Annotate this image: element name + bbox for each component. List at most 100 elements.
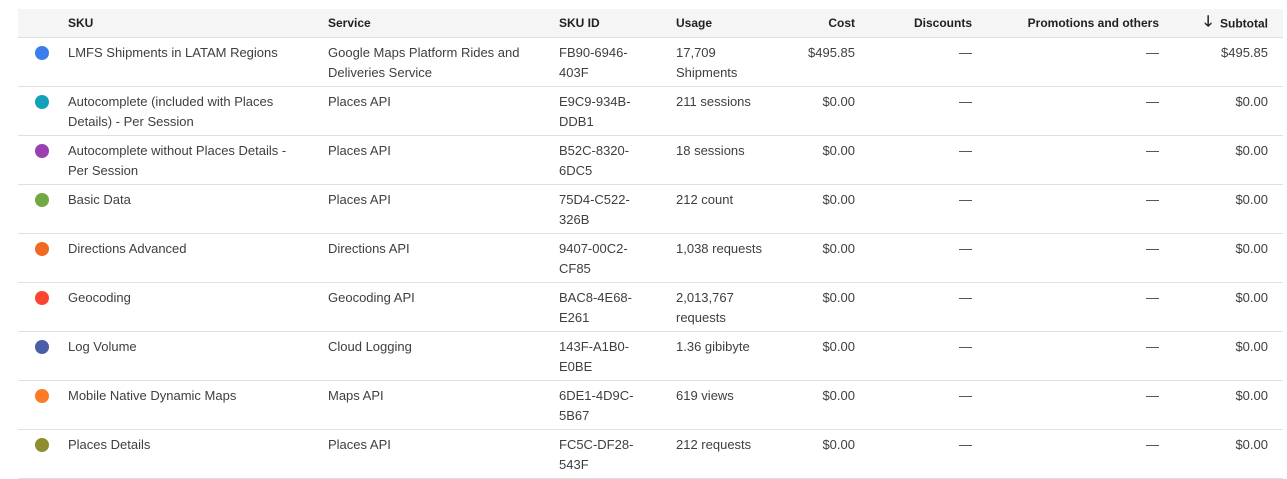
row-usage: 212 requests xyxy=(676,429,776,479)
row-sku: Directions Advanced xyxy=(68,233,328,283)
header-cost[interactable]: Cost xyxy=(776,9,855,38)
row-sku-id: BAC8-4E68- E261 xyxy=(559,282,676,332)
series-color-dot-icon xyxy=(35,438,49,452)
row-service: Places API xyxy=(328,86,559,136)
header-subtotal-label: Subtotal xyxy=(1220,16,1268,30)
row-cost: $0.00 xyxy=(776,380,855,430)
table-row[interactable]: Geocoding Geocoding API BAC8-4E68- E261 2,01… xyxy=(18,282,1283,332)
row-usage: 619 views xyxy=(676,380,776,430)
header-service[interactable]: Service xyxy=(328,9,559,38)
header-discounts[interactable]: Discounts xyxy=(855,9,972,38)
row-cost: $0.00 xyxy=(776,184,855,234)
row-subtotal: $0.00 xyxy=(1159,184,1283,234)
row-sku-id: 9407-00C2- CF85 xyxy=(559,233,676,283)
table-row[interactable]: Basic Data Places API 75D4-C522- 326B 212 co… xyxy=(18,184,1283,234)
table-row[interactable]: Autocomplete without Places Details - Pe… xyxy=(18,135,1283,185)
row-subtotal: $0.00 xyxy=(1159,331,1283,381)
row-color-cell xyxy=(18,282,68,332)
row-service: Directions API xyxy=(328,233,559,283)
row-promotions: — xyxy=(972,282,1159,332)
row-promotions: — xyxy=(972,184,1159,234)
row-cost: $0.00 xyxy=(776,86,855,136)
sku-cost-table: SKU Service SKU ID Usage Cost Discounts … xyxy=(18,9,1283,479)
row-discounts: — xyxy=(855,429,972,479)
row-sku-id: B52C-8320- 6DC5 xyxy=(559,135,676,185)
table-row[interactable]: Autocomplete (included with Places Detai… xyxy=(18,86,1283,136)
table-row[interactable]: Log Volume Cloud Logging 143F-A1B0- E0BE 1.3… xyxy=(18,331,1283,381)
row-usage: 1.36 gibibyte xyxy=(676,331,776,381)
row-service: Geocoding API xyxy=(328,282,559,332)
row-discounts: — xyxy=(855,135,972,185)
row-cost: $0.00 xyxy=(776,429,855,479)
row-cost: $0.00 xyxy=(776,282,855,332)
row-subtotal: $0.00 xyxy=(1159,86,1283,136)
row-usage: 212 count xyxy=(676,184,776,234)
row-service: Google Maps Platform Rides and Deliverie… xyxy=(328,37,559,87)
row-discounts: — xyxy=(855,331,972,381)
row-subtotal: $0.00 xyxy=(1159,282,1283,332)
row-sku: LMFS Shipments in LATAM Regions xyxy=(68,37,328,87)
row-sku: Places Details xyxy=(68,429,328,479)
row-usage: 18 sessions xyxy=(676,135,776,185)
row-color-cell xyxy=(18,37,68,87)
header-sku[interactable]: SKU xyxy=(68,9,328,38)
row-sku-id: E9C9-934B- DDB1 xyxy=(559,86,676,136)
row-sku-id: FB90-6946- 403F xyxy=(559,37,676,87)
series-color-dot-icon xyxy=(35,46,49,60)
series-color-dot-icon xyxy=(35,340,49,354)
row-discounts: — xyxy=(855,380,972,430)
series-color-dot-icon xyxy=(35,193,49,207)
series-color-dot-icon xyxy=(35,242,49,256)
row-subtotal: $495.85 xyxy=(1159,37,1283,87)
row-promotions: — xyxy=(972,429,1159,479)
header-color xyxy=(18,9,68,38)
header-subtotal[interactable]: 🡓 Subtotal xyxy=(1159,9,1283,38)
row-color-cell xyxy=(18,184,68,234)
header-sku-id[interactable]: SKU ID xyxy=(559,9,676,38)
series-color-dot-icon xyxy=(35,389,49,403)
row-usage: 1,038 requests xyxy=(676,233,776,283)
table-row[interactable]: Places Details Places API FC5C-DF28- 543F 21… xyxy=(18,429,1283,479)
row-cost: $0.00 xyxy=(776,331,855,381)
row-service: Maps API xyxy=(328,380,559,430)
row-sku: Geocoding xyxy=(68,282,328,332)
arrow-down-icon: 🡓 xyxy=(1204,12,1212,30)
row-promotions: — xyxy=(972,331,1159,381)
row-subtotal: $0.00 xyxy=(1159,429,1283,479)
header-usage[interactable]: Usage xyxy=(676,9,776,38)
table-row[interactable]: Mobile Native Dynamic Maps Maps API 6DE1-4… xyxy=(18,380,1283,430)
header-promotions[interactable]: Promotions and others xyxy=(972,9,1159,38)
row-service: Places API xyxy=(328,429,559,479)
row-subtotal: $0.00 xyxy=(1159,135,1283,185)
row-color-cell xyxy=(18,86,68,136)
row-service: Places API xyxy=(328,184,559,234)
row-usage: 2,013,767 requests xyxy=(676,282,776,332)
table-header-row: SKU Service SKU ID Usage Cost Discounts … xyxy=(18,9,1283,38)
row-subtotal: $0.00 xyxy=(1159,233,1283,283)
row-sku: Autocomplete without Places Details - Pe… xyxy=(68,135,328,185)
row-promotions: — xyxy=(972,380,1159,430)
row-color-cell xyxy=(18,429,68,479)
row-discounts: — xyxy=(855,86,972,136)
row-sku-id: 143F-A1B0- E0BE xyxy=(559,331,676,381)
row-sku-id: FC5C-DF28- 543F xyxy=(559,429,676,479)
row-discounts: — xyxy=(855,184,972,234)
row-service: Cloud Logging xyxy=(328,331,559,381)
row-sku: Autocomplete (included with Places Detai… xyxy=(68,86,328,136)
row-color-cell xyxy=(18,331,68,381)
row-promotions: — xyxy=(972,135,1159,185)
row-sku-id: 6DE1-4D9C- 5B67 xyxy=(559,380,676,430)
row-sku-id: 75D4-C522- 326B xyxy=(559,184,676,234)
row-sku: Basic Data xyxy=(68,184,328,234)
row-discounts: — xyxy=(855,233,972,283)
row-color-cell xyxy=(18,135,68,185)
row-color-cell xyxy=(18,380,68,430)
series-color-dot-icon xyxy=(35,144,49,158)
table-row[interactable]: Directions Advanced Directions API 9407-00… xyxy=(18,233,1283,283)
table-row[interactable]: LMFS Shipments in LATAM Regions Google Ma… xyxy=(18,37,1283,87)
row-usage: 17,709 Shipments xyxy=(676,37,776,87)
row-usage: 211 sessions xyxy=(676,86,776,136)
row-color-cell xyxy=(18,233,68,283)
row-service: Places API xyxy=(328,135,559,185)
row-cost: $495.85 xyxy=(776,37,855,87)
